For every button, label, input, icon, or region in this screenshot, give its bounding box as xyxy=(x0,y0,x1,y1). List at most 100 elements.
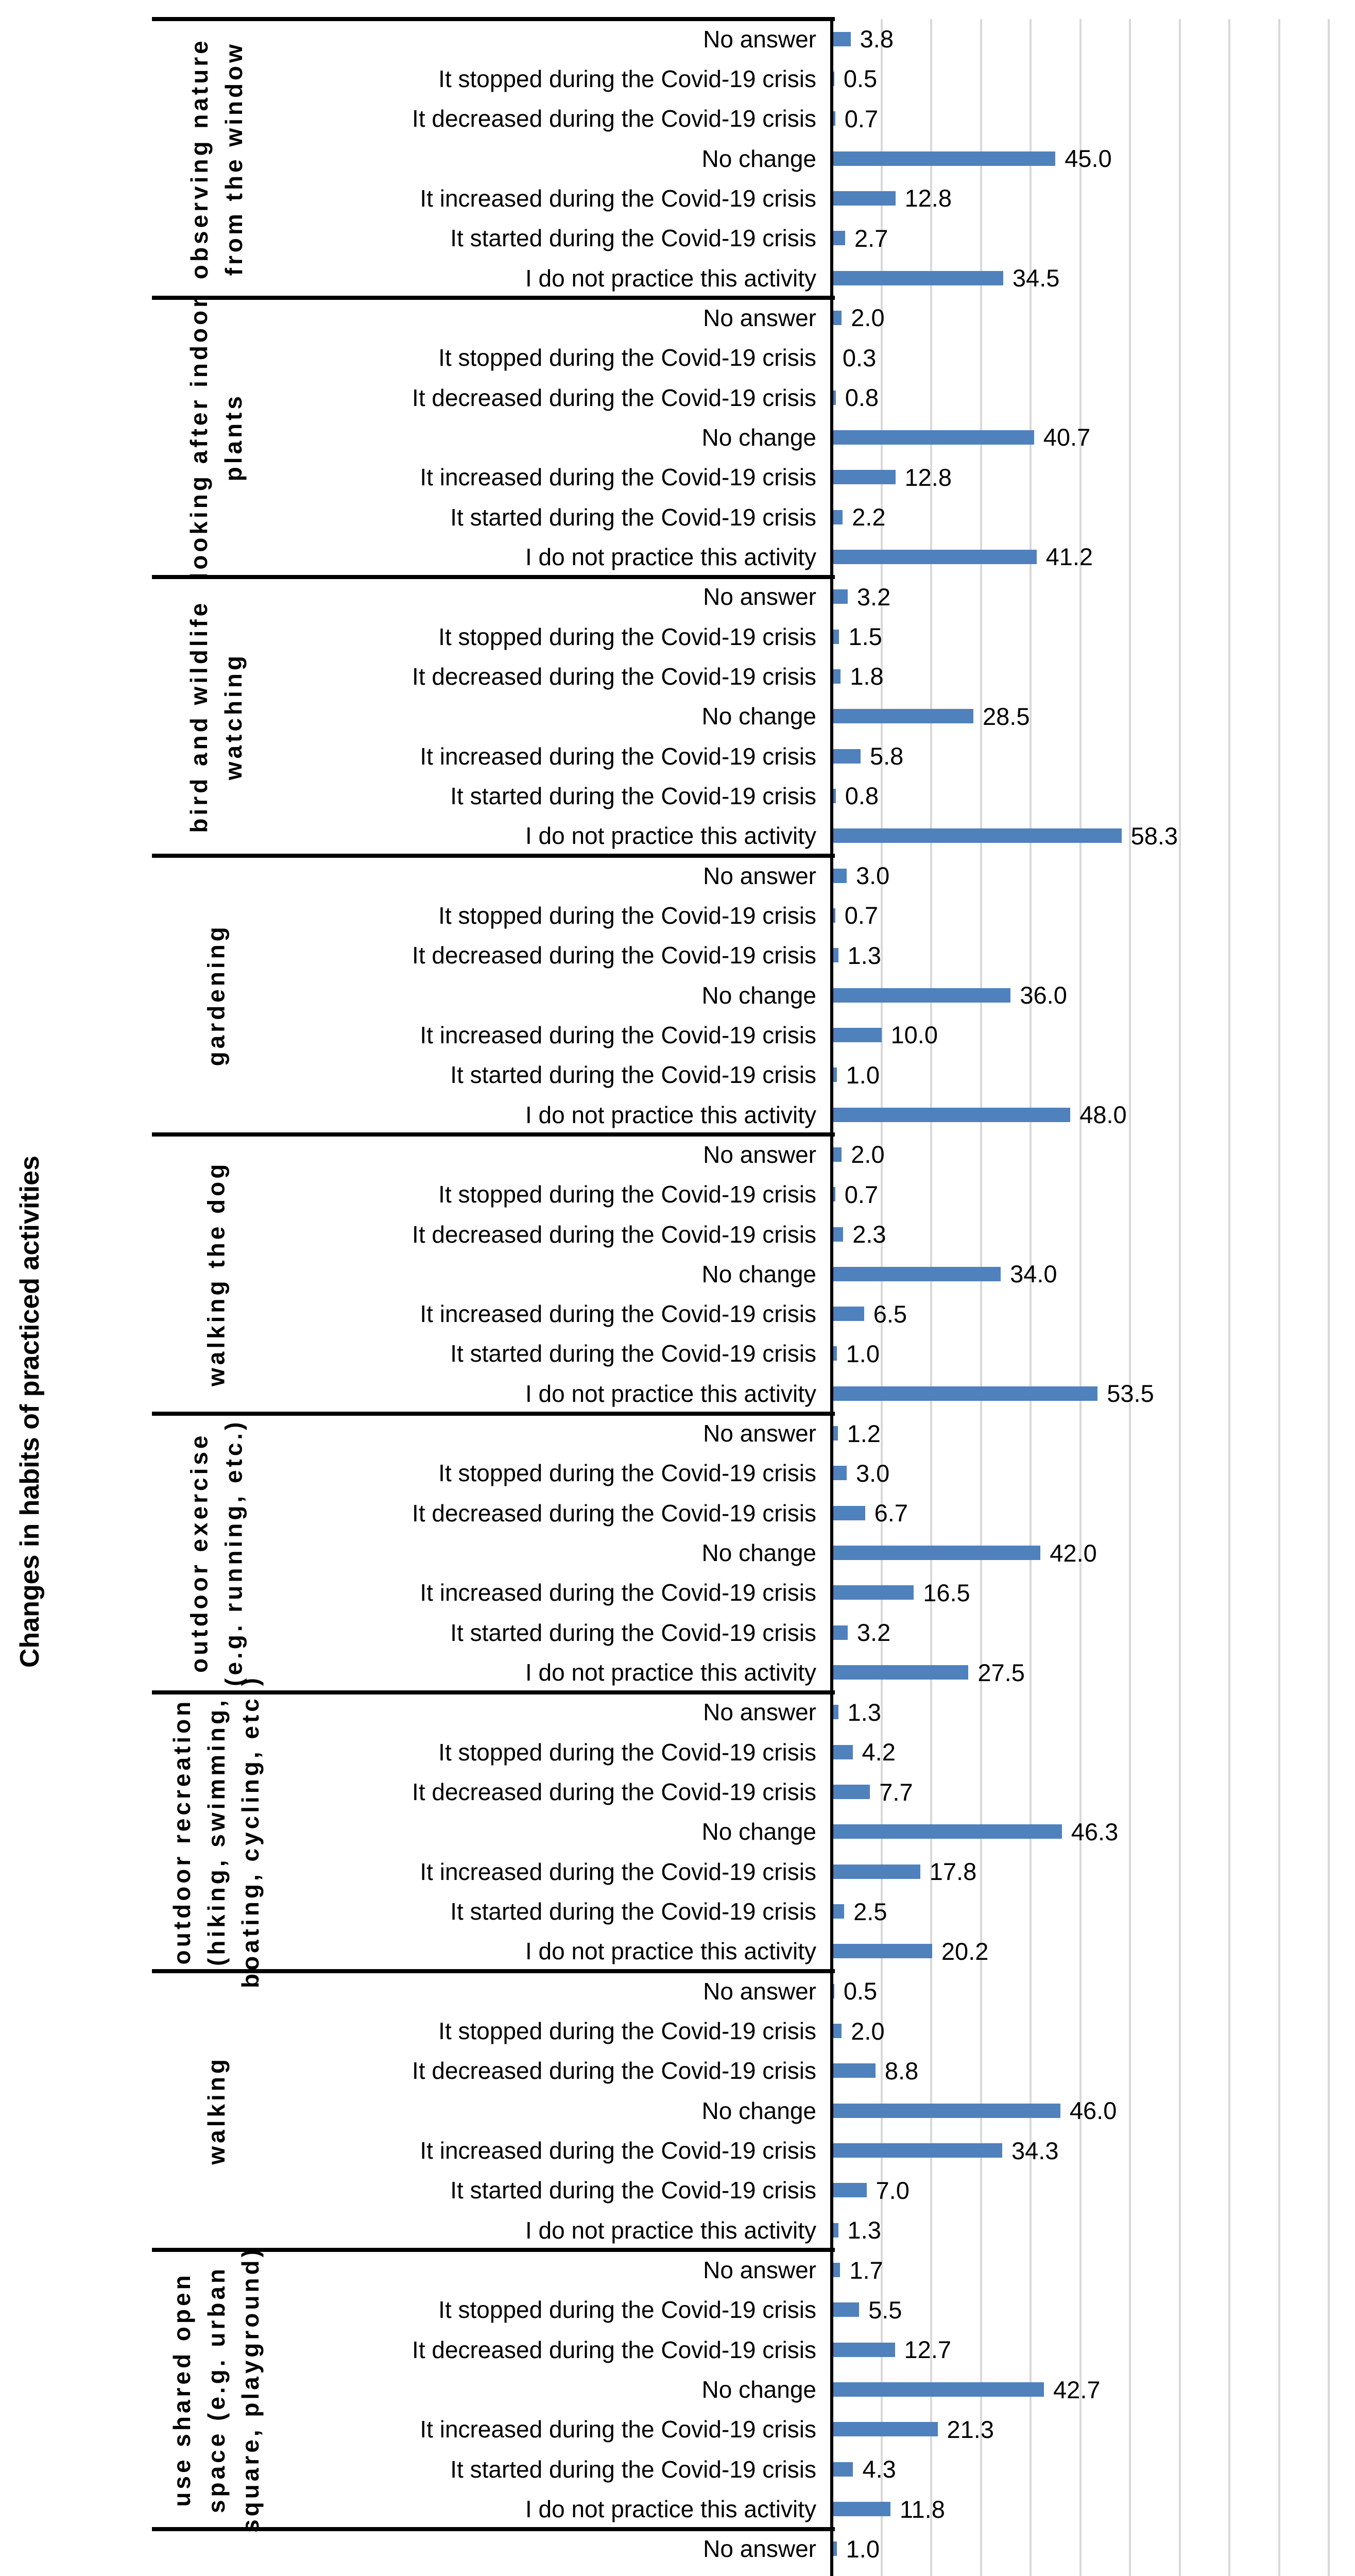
group-label: use shared open space (e.g. urban square, … xyxy=(168,2246,264,2533)
category-label: It decreased during the Covid-19 crisis xyxy=(412,105,816,132)
bar-area: 12.8 xyxy=(832,178,1355,218)
table-row: It decreased during the Covid-19 crisis 7… xyxy=(152,1772,1355,1811)
bar-area: 1.3 xyxy=(832,2210,1355,2250)
bar xyxy=(832,2541,837,2556)
value-label: 3.2 xyxy=(856,1619,891,1647)
table-row: It decreased during the Covid-19 crisis 2… xyxy=(152,1214,1355,1254)
category-label: No change xyxy=(701,1818,817,1845)
value-label: 34.5 xyxy=(1012,264,1060,292)
category-label: It stopped during the Covid-19 crisis xyxy=(438,65,816,92)
table-row: It started during the Covid-19 crisis 0.8 xyxy=(152,776,1355,816)
table-row: No change 46.3 xyxy=(152,1812,1355,1852)
bar xyxy=(832,2462,853,2477)
activity-group: outdoor recreation (hiking, swimming, boat… xyxy=(152,1675,1355,1989)
table-row: No change 34.0 xyxy=(152,1254,1355,1294)
gridline-70 xyxy=(1178,19,1181,2576)
activity-group: walking the dog No answer 2.0 It stopped du… xyxy=(152,1134,1355,1413)
bar xyxy=(832,1147,842,1162)
bar xyxy=(832,2103,1060,2118)
category-label: It increased during the Covid-19 crisis xyxy=(420,1021,816,1048)
value-label: 46.3 xyxy=(1071,1818,1119,1845)
value-label: 3.0 xyxy=(855,862,890,890)
category-label: It stopped during the Covid-19 crisis xyxy=(438,2018,816,2045)
category-label: No answer xyxy=(703,2535,816,2563)
bar xyxy=(832,1546,1041,1561)
table-row: No change 42.0 xyxy=(152,1533,1355,1572)
group-label-cell: looking after indoor plants xyxy=(152,295,281,579)
table-row: It increased during the Covid-19 crisis 6… xyxy=(152,1294,1355,1334)
category-label: No answer xyxy=(703,1141,816,1168)
category-label: No answer xyxy=(703,304,816,331)
value-label: 17.8 xyxy=(929,1858,977,1886)
category-label: No change xyxy=(701,145,817,172)
value-label: 0.3 xyxy=(842,344,877,371)
value-label: 27.5 xyxy=(977,1658,1025,1686)
value-label: 53.5 xyxy=(1107,1380,1154,1408)
bar xyxy=(832,828,1122,843)
value-label: 2.5 xyxy=(853,1897,887,1925)
value-label: 2.0 xyxy=(851,2017,885,2045)
table-row: No change 46.0 xyxy=(152,2091,1355,2130)
value-label: 41.2 xyxy=(1045,543,1093,571)
bar-area: 5.5 xyxy=(832,2290,1355,2330)
category-label: It stopped during the Covid-19 crisis xyxy=(438,1460,816,1487)
bar-area: 21.3 xyxy=(832,2410,1355,2449)
activity-group: observing nature from the window No answer… xyxy=(152,19,1355,298)
bar-area: 0.3 xyxy=(832,338,1355,378)
value-label: 8.8 xyxy=(884,2057,919,2084)
bar xyxy=(832,1744,853,1759)
gridline-10 xyxy=(880,19,883,2576)
table-row: No change 36.0 xyxy=(152,975,1355,1015)
table-row: I do not practice this activity 1.3 xyxy=(152,2210,1355,2250)
table-row: It started during the Covid-19 crisis 2.7 xyxy=(152,218,1355,258)
category-label: No answer xyxy=(703,2257,816,2284)
category-label: No change xyxy=(701,423,817,451)
table-row: It decreased during the Covid-19 crisis 8… xyxy=(152,2051,1355,2091)
category-label: It started during the Covid-19 crisis xyxy=(450,2177,816,2204)
bar-area: 3.8 xyxy=(832,19,1355,59)
category-label: I do not practice this activity xyxy=(525,1938,816,1965)
table-row: It started during the Covid-19 crisis 7.0 xyxy=(152,2171,1355,2210)
value-label: 12.8 xyxy=(904,184,952,212)
bar xyxy=(832,2342,895,2357)
category-label: It stopped during the Covid-19 crisis xyxy=(438,623,816,650)
category-label: No answer xyxy=(703,583,816,611)
bar-area: 0.5 xyxy=(832,1971,1355,2011)
value-label: 34.0 xyxy=(1010,1260,1057,1288)
group-label-cell: bird and wildlife watching xyxy=(152,577,281,856)
bar-area: 7.3 xyxy=(832,2569,1355,2576)
category-label: It increased during the Covid-19 crisis xyxy=(420,184,816,212)
group-label-cell: walking xyxy=(152,1971,281,2250)
category-label: It decreased during the Covid-19 crisis xyxy=(412,2057,816,2084)
group-label-cell: outdoor exercise (e.g. running, etc.) xyxy=(152,1414,281,1692)
gridline-50 xyxy=(1079,19,1082,2576)
bar xyxy=(832,2063,876,2078)
value-label: 1.2 xyxy=(847,1419,881,1447)
bar-area: 48.0 xyxy=(832,1095,1355,1134)
bar xyxy=(832,1266,1001,1281)
table-row: It increased during the Covid-19 crisis 1… xyxy=(152,178,1355,218)
category-label: I do not practice this activity xyxy=(525,2216,816,2244)
bar-area: 3.0 xyxy=(832,1453,1355,1493)
table-row: It stopped during the Covid-19 crisis 7.3 xyxy=(152,2569,1355,2576)
group-label: walking xyxy=(202,2056,230,2165)
bar xyxy=(832,1227,844,1242)
gridline-40 xyxy=(1030,19,1032,2576)
value-label: 12.8 xyxy=(904,463,952,491)
category-label: I do not practice this activity xyxy=(525,1659,816,1686)
bar xyxy=(832,1505,865,1520)
value-label: 28.5 xyxy=(983,702,1030,730)
table-row: It stopped during the Covid-19 crisis 0.3 xyxy=(152,338,1355,378)
value-label: 2.2 xyxy=(852,503,886,531)
bar xyxy=(832,191,896,206)
group-label: bird and wildlife watching xyxy=(185,600,247,833)
group-label-cell: outdoor recreation (hiking, swimming, boat… xyxy=(152,1675,281,1989)
value-label: 3.0 xyxy=(855,1459,890,1487)
bar xyxy=(832,788,836,803)
table-row: No answer 2.0 xyxy=(152,1134,1355,1174)
table-row: No change 28.5 xyxy=(152,697,1355,736)
bar-area: 2.7 xyxy=(832,218,1355,258)
group-label: gardening xyxy=(202,924,230,1066)
group-separator xyxy=(152,296,835,300)
bar xyxy=(832,430,1034,445)
